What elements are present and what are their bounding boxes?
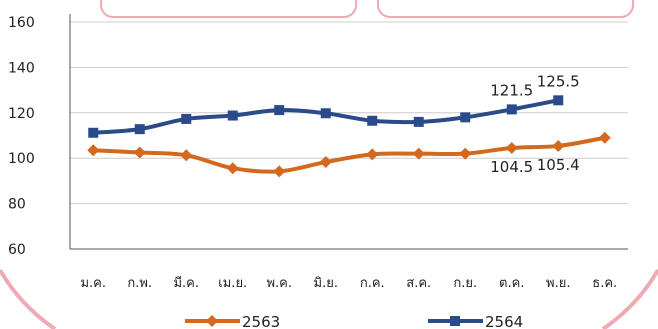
x-tick-label: มี.ค. bbox=[173, 275, 199, 291]
point-2564 bbox=[227, 110, 238, 121]
data-label: 105.4 bbox=[537, 156, 580, 174]
point-2563 bbox=[412, 147, 425, 160]
point-2564 bbox=[506, 104, 517, 115]
frame-corner-left bbox=[0, 269, 57, 329]
y-tick-label: 160 bbox=[8, 15, 35, 31]
point-2564 bbox=[88, 127, 99, 138]
y-tick-label: 140 bbox=[8, 60, 35, 76]
x-tick-label: พ.ค. bbox=[266, 276, 292, 291]
x-tick-label: ก.ย. bbox=[453, 276, 477, 291]
x-tick-label: ก.พ. bbox=[127, 276, 152, 291]
point-2564 bbox=[134, 124, 145, 135]
x-tick-label: ต.ค. bbox=[499, 276, 524, 291]
point-2563 bbox=[273, 165, 286, 178]
legend-label-2564: 2564 bbox=[485, 313, 523, 329]
series-group bbox=[87, 95, 611, 178]
x-axis: ม.ค. ก.พ. มี.ค. เม.ย. พ.ค. มิ.ย. ก.ค. ส.ค. ก.ย. ต… bbox=[70, 248, 628, 291]
point-2563 bbox=[366, 148, 379, 161]
point-2563 bbox=[552, 139, 565, 152]
point-2563 bbox=[505, 141, 518, 154]
legend: 2563 2564 bbox=[185, 313, 523, 329]
x-tick-label: ก.ค. bbox=[360, 276, 385, 291]
frame-corner-right bbox=[601, 269, 658, 329]
y-tick-label: 120 bbox=[8, 106, 35, 122]
point-2563 bbox=[87, 144, 100, 157]
frame-tab-left bbox=[100, 0, 357, 18]
y-axis: 60 80 100 120 140 160 bbox=[8, 14, 71, 258]
data-label: 125.5 bbox=[537, 72, 580, 90]
point-2564 bbox=[553, 95, 564, 106]
point-2564 bbox=[460, 112, 471, 123]
point-2563 bbox=[459, 147, 472, 160]
x-tick-label: มิ.ย. bbox=[314, 276, 338, 291]
point-2564 bbox=[367, 115, 378, 126]
legend-marker-2564 bbox=[450, 316, 460, 326]
point-2564 bbox=[413, 116, 424, 127]
x-tick-label: ธ.ค. bbox=[592, 276, 617, 291]
point-2563 bbox=[133, 146, 146, 159]
point-2563 bbox=[180, 149, 193, 162]
legend-label-2563: 2563 bbox=[242, 313, 280, 329]
x-tick-label: ม.ค. bbox=[80, 276, 106, 291]
point-2564 bbox=[181, 113, 192, 124]
x-tick-label: ส.ค. bbox=[406, 276, 431, 291]
x-tick-label: เม.ย. bbox=[218, 276, 247, 291]
gridlines bbox=[70, 21, 628, 205]
point-2563 bbox=[598, 131, 611, 144]
point-2563 bbox=[319, 156, 332, 169]
point-2563 bbox=[226, 162, 239, 175]
y-tick-label: 60 bbox=[8, 242, 26, 258]
y-tick-label: 80 bbox=[8, 197, 26, 213]
data-label: 104.5 bbox=[490, 158, 533, 176]
data-label: 121.5 bbox=[490, 81, 533, 99]
point-2564 bbox=[274, 105, 285, 116]
y-tick-label: 100 bbox=[8, 151, 35, 167]
point-2564 bbox=[320, 108, 331, 119]
legend-marker-2563 bbox=[206, 315, 218, 327]
frame-tab-right bbox=[377, 0, 634, 18]
x-tick-label: พ.ย. bbox=[546, 276, 570, 291]
